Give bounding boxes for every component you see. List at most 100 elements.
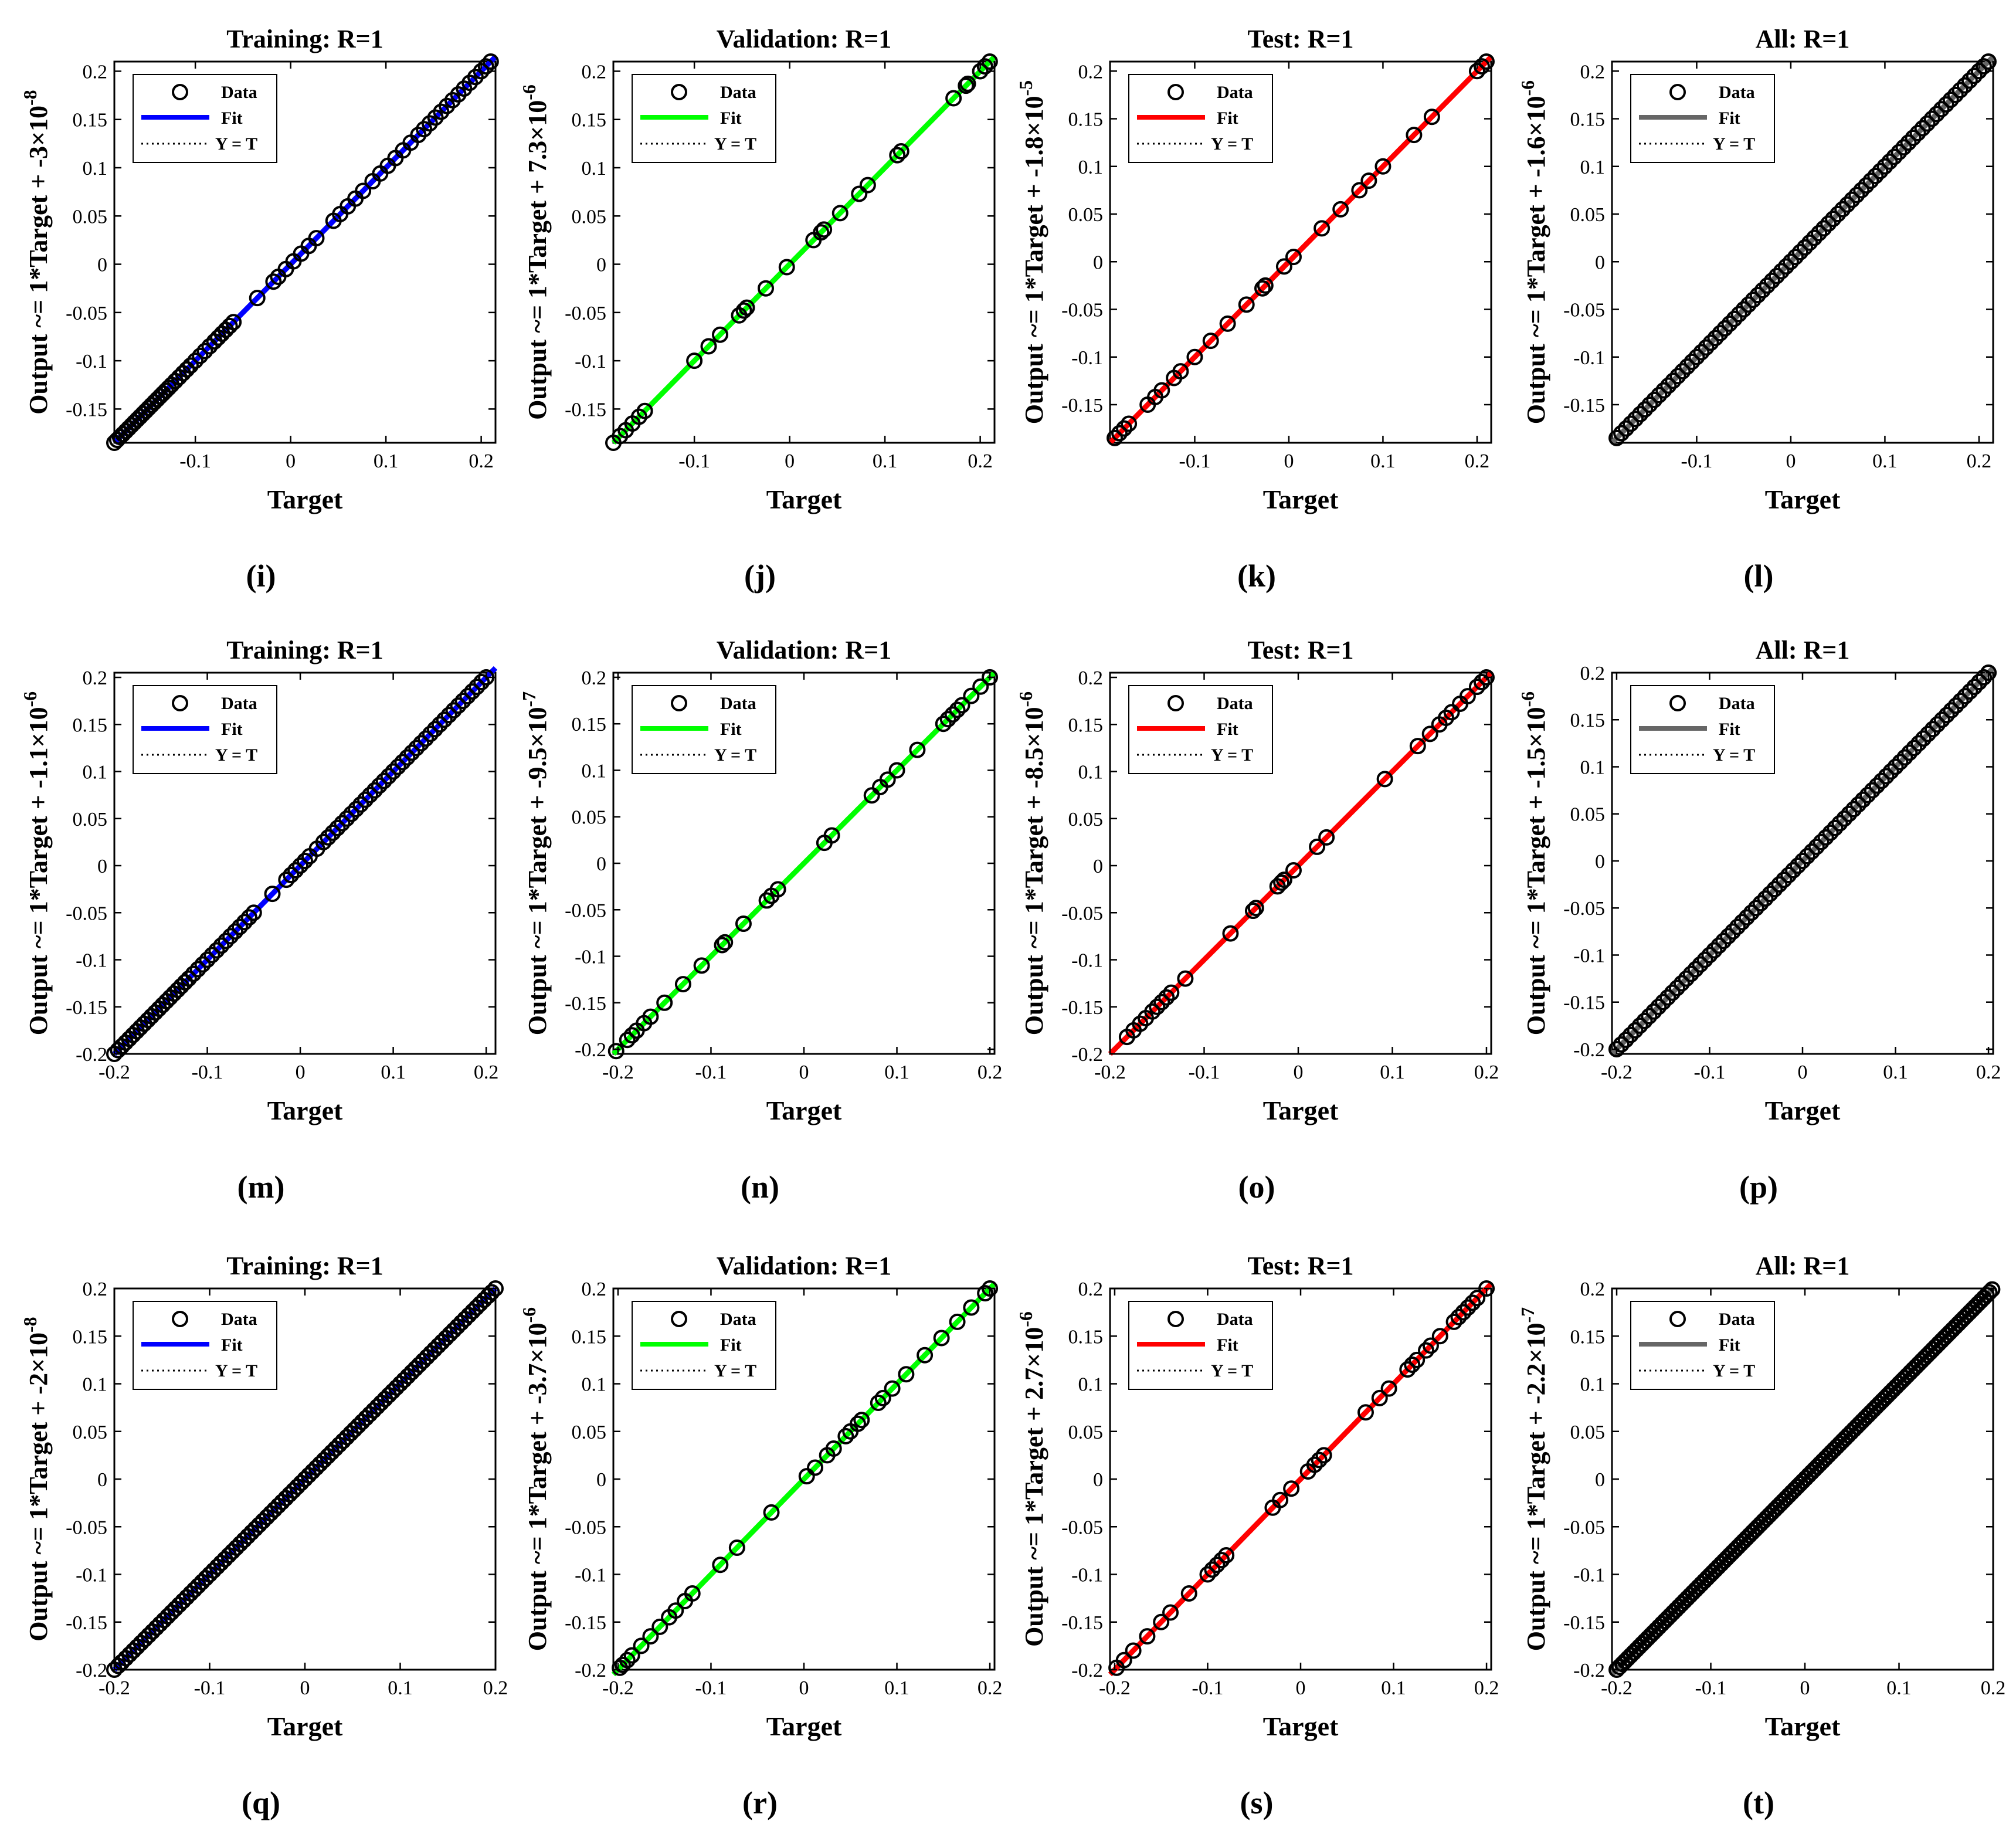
plot-content — [106, 1280, 504, 1678]
data-point — [1787, 249, 1804, 266]
data-point — [1115, 1652, 1132, 1669]
data-point — [1473, 58, 1490, 75]
data-point — [1172, 363, 1189, 380]
y-axis-label-exponent: -8 — [19, 90, 40, 106]
legend-label-yt: Y = T — [1211, 134, 1253, 154]
data-point — [623, 1027, 640, 1044]
data-point — [686, 352, 703, 369]
data-point — [1272, 1491, 1289, 1508]
data-point — [185, 965, 202, 982]
data-point — [213, 937, 230, 954]
y-tick-label: 0.1 — [1580, 1374, 1606, 1396]
y-axis-label-exponent: -6 — [518, 84, 539, 100]
data-point — [1158, 989, 1175, 1006]
x-tick-label: -0.2 — [99, 1062, 130, 1083]
y-tick-label: -0.15 — [1061, 1612, 1103, 1634]
data-point — [1186, 348, 1203, 365]
legend-label-fit: Fit — [221, 720, 243, 739]
y-tick-label: -0.2 — [76, 1660, 107, 1681]
data-point — [1247, 900, 1264, 917]
x-tick-label: 0.1 — [884, 1677, 909, 1699]
data-point — [357, 791, 374, 808]
data-point — [292, 857, 309, 874]
data-point — [1692, 956, 1709, 973]
data-point — [1766, 881, 1783, 898]
legend-label-data: Data — [221, 1310, 257, 1329]
data-point — [315, 833, 332, 850]
y-tick-label: 0 — [1595, 252, 1605, 273]
data-point — [1219, 315, 1236, 332]
chart-title: Test: R=1 — [1247, 1252, 1353, 1280]
data-point — [1688, 348, 1705, 365]
data-point — [245, 904, 262, 921]
chart-title: Test: R=1 — [1247, 25, 1353, 53]
data-point — [1409, 738, 1426, 755]
data-point — [1909, 124, 1926, 141]
data-point — [933, 1330, 950, 1347]
data-point — [884, 1380, 901, 1397]
x-tick-label: -0.1 — [1179, 450, 1211, 472]
data-point — [1460, 1299, 1477, 1316]
y-tick-label: -0.1 — [1573, 347, 1605, 369]
data-point — [1777, 258, 1794, 275]
x-tick-label: 0 — [799, 1677, 809, 1699]
data-point — [1924, 721, 1941, 738]
data-point — [1431, 1328, 1448, 1345]
data-point — [1957, 688, 1974, 705]
x-tick-label: 0.1 — [1380, 1062, 1405, 1083]
x-tick-label: 0.2 — [968, 450, 993, 472]
y-tick-label: -0.1 — [76, 950, 107, 972]
y-tick-label: -0.2 — [76, 1044, 107, 1066]
data-point — [1798, 847, 1815, 864]
panel-label: (i) — [246, 558, 276, 594]
panel-label: (p) — [1739, 1169, 1778, 1205]
y-tick-label: -0.15 — [565, 1612, 606, 1634]
x-tick-label: -0.1 — [1694, 1062, 1726, 1083]
legend-label-yt: Y = T — [1713, 745, 1755, 765]
y-axis-label-main: Output ~= 1*Target + -3×10 — [24, 106, 53, 415]
chart-title: Training: R=1 — [226, 25, 383, 53]
data-point — [1844, 191, 1861, 208]
data-point — [945, 90, 962, 107]
y-axis-label-main: Output ~= 1*Target + -1.8×10 — [1020, 96, 1048, 424]
x-tick-label: 0 — [1284, 450, 1294, 472]
chart-title: All: R=1 — [1756, 636, 1850, 664]
y-tick-label: 0.1 — [83, 158, 108, 179]
x-tick-label: -0.2 — [1601, 1677, 1633, 1699]
data-point — [1357, 1404, 1374, 1421]
data-point — [1213, 1552, 1230, 1569]
data-point — [201, 338, 218, 355]
data-point — [849, 1415, 866, 1432]
plot-content — [1608, 1281, 2001, 1678]
data-point — [1906, 740, 1923, 757]
x-axis-label: Target — [766, 1711, 842, 1741]
data-point — [464, 683, 481, 700]
data-point — [823, 827, 840, 844]
data-point — [1749, 287, 1766, 304]
y-tick-label: -0.05 — [1061, 903, 1103, 924]
x-tick-label: -0.2 — [1094, 1062, 1126, 1083]
y-tick-label: 0.05 — [1570, 204, 1606, 226]
y-tick-label: 0.1 — [83, 762, 108, 784]
data-point — [1285, 249, 1302, 266]
plot-content — [611, 1280, 999, 1677]
data-point — [232, 918, 249, 935]
data-point — [1710, 937, 1727, 954]
data-point — [308, 230, 325, 247]
data-point — [473, 674, 490, 691]
data-point — [1790, 857, 1807, 874]
data-point — [1664, 984, 1681, 1001]
data-point — [851, 185, 868, 202]
y-tick-label: 0.05 — [73, 809, 108, 830]
data-point — [394, 754, 411, 771]
data-point — [1218, 1547, 1235, 1564]
y-tick-label: 0.15 — [1570, 109, 1606, 131]
legend-label-data: Data — [1217, 1310, 1253, 1329]
y-tick-label: 0.2 — [1580, 663, 1606, 684]
data-point — [1464, 1294, 1481, 1311]
data-point — [1162, 1604, 1179, 1621]
data-point — [1831, 815, 1848, 832]
data-point — [178, 361, 195, 378]
data-point — [1872, 162, 1889, 179]
plot-content — [1108, 1280, 1495, 1677]
